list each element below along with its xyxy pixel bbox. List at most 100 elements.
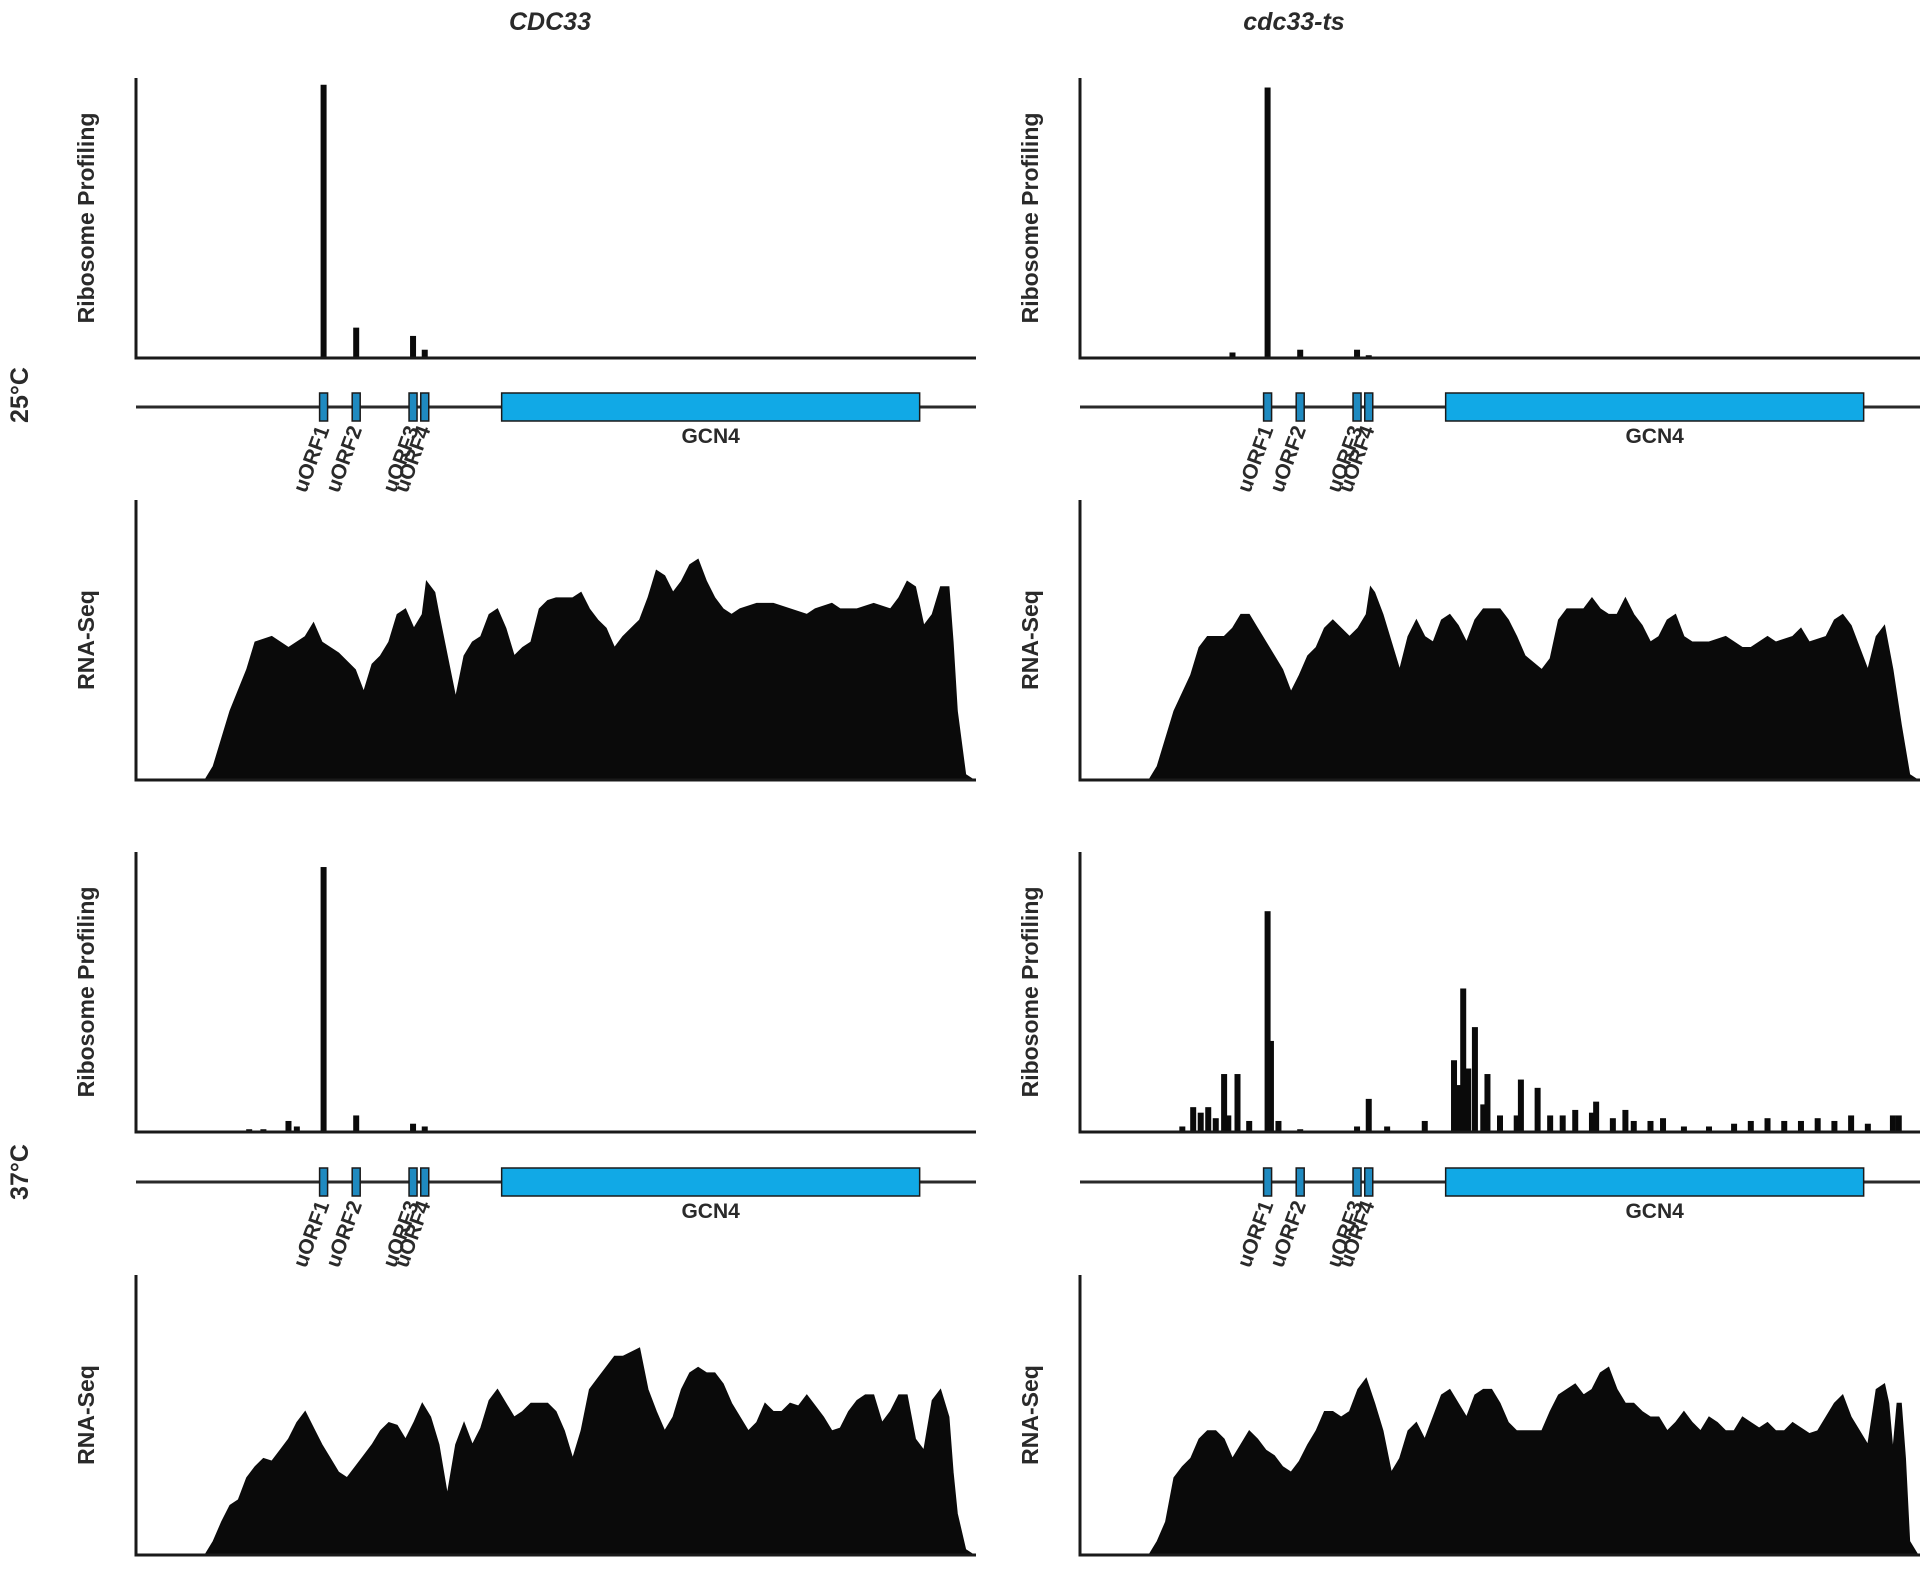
rna-seq-area <box>138 1347 976 1556</box>
uorf-box <box>408 392 418 422</box>
uorf-box <box>1262 392 1273 422</box>
ribo-peak <box>1848 1115 1855 1132</box>
ribo-axis-label: Ribosome Profiling <box>1017 113 1043 324</box>
ribo-peak <box>320 867 327 1132</box>
ribo-peak <box>1680 1126 1687 1132</box>
ribo-peak <box>1660 1118 1667 1132</box>
rna-axis-label: RNA-Seq <box>73 1365 99 1465</box>
rna-seq-area <box>1082 585 1920 781</box>
ribo-peak <box>1731 1123 1738 1132</box>
ribo-peak <box>1609 1118 1616 1132</box>
ribo-peak <box>1647 1120 1654 1132</box>
uorf-box <box>1363 1167 1374 1197</box>
uorf-box <box>318 1167 329 1197</box>
ribo-peak <box>1572 1109 1579 1132</box>
ribo-peak <box>1275 1120 1282 1132</box>
ribo-axes <box>134 852 976 1134</box>
ribo-peak <box>1225 1115 1232 1132</box>
uorf-box <box>1262 1167 1273 1197</box>
cds-box <box>1444 392 1865 422</box>
ribo-peak <box>1455 1085 1462 1132</box>
ribo-peak <box>1354 349 1361 358</box>
uorf-box <box>419 1167 430 1197</box>
ribo-peak <box>1781 1120 1788 1132</box>
uorf-box <box>1295 392 1305 422</box>
cds-label: GCN4 <box>681 1200 740 1223</box>
column-title-ts: cdc33-ts <box>1243 8 1345 36</box>
rna-axes <box>134 1275 976 1557</box>
ribo-peak <box>1484 1074 1491 1132</box>
ribo-peak <box>353 1115 360 1132</box>
ribo-axes <box>134 78 976 360</box>
ribo-peak <box>1179 1126 1186 1132</box>
ribo-peak <box>320 84 327 358</box>
uorf-box <box>351 392 361 422</box>
ribo-peak <box>1513 1115 1520 1132</box>
ribo-peak <box>1421 1120 1428 1132</box>
ribo-peak <box>1451 1060 1458 1132</box>
ribo-peak <box>1764 1118 1771 1132</box>
ribo-peak <box>1864 1123 1871 1132</box>
ribo-peak <box>1234 1074 1241 1132</box>
ribo-axis-label: Ribosome Profiling <box>73 887 99 1098</box>
ribo-peak <box>1895 1115 1902 1132</box>
rna-axis-label: RNA-Seq <box>73 590 99 690</box>
ribo-peak <box>1747 1120 1754 1132</box>
cds-label: GCN4 <box>681 425 740 448</box>
uorf-box <box>1295 1167 1305 1197</box>
ribo-peak <box>1354 1126 1361 1132</box>
ribo-peak <box>1197 1112 1204 1132</box>
ribo-peak <box>285 1120 292 1132</box>
rna-axes <box>1078 500 1920 782</box>
ribo-peak <box>1534 1087 1541 1132</box>
rna-axes <box>1078 1275 1920 1557</box>
rna-axes <box>134 500 976 782</box>
ribo-peak <box>1622 1109 1629 1132</box>
rna-seq-area <box>1082 1366 1919 1556</box>
rna-seq-area <box>138 558 976 781</box>
ribo-peak <box>1246 1120 1253 1132</box>
ribo-peak <box>1264 87 1271 359</box>
ribo-axes <box>1078 78 1920 360</box>
ribo-peak <box>421 349 428 358</box>
cds-box <box>500 1167 921 1197</box>
ribo-peak <box>1706 1126 1712 1132</box>
ribo-peak <box>1797 1120 1804 1132</box>
ribo-peak <box>1480 1104 1487 1132</box>
ribo-peak <box>1297 349 1304 358</box>
uorf-box <box>1352 1167 1362 1197</box>
ribo-peak <box>1229 352 1236 358</box>
uorf-box <box>351 1167 361 1197</box>
cds-label: GCN4 <box>1625 1200 1684 1223</box>
cds-box <box>500 392 921 422</box>
ribo-peak <box>1471 1027 1478 1132</box>
ribo-peak <box>1889 1115 1896 1132</box>
column-title-wt: CDC33 <box>509 8 591 36</box>
rna-axis-label: RNA-Seq <box>1017 590 1043 690</box>
uorf-box <box>1352 392 1362 422</box>
uorf-box <box>419 392 430 422</box>
ribo-peak <box>1517 1079 1524 1132</box>
ribo-peak <box>1190 1107 1197 1132</box>
ribo-peak <box>1588 1112 1595 1132</box>
ribo-peak <box>421 1126 428 1132</box>
ribo-peak <box>1593 1101 1600 1132</box>
ribo-axes <box>1078 852 1920 1134</box>
ribo-peak <box>1205 1107 1212 1132</box>
ribo-peak <box>1814 1118 1821 1132</box>
cds-label: GCN4 <box>1625 425 1684 448</box>
ribo-peak <box>1460 988 1467 1132</box>
ribo-axis-label: Ribosome Profiling <box>73 113 99 324</box>
ribo-peak <box>293 1126 300 1132</box>
uorf-box <box>408 1167 418 1197</box>
ribo-peak <box>1212 1118 1219 1132</box>
ribo-peak <box>410 1123 417 1132</box>
ribo-peak <box>1221 1074 1228 1132</box>
ribo-peak <box>1384 1126 1391 1132</box>
ribo-peak <box>1497 1115 1503 1132</box>
ribo-peak <box>1559 1115 1566 1132</box>
ribo-peak <box>1547 1115 1554 1132</box>
ribo-peak <box>1264 911 1271 1132</box>
ribo-peak <box>1831 1120 1838 1132</box>
